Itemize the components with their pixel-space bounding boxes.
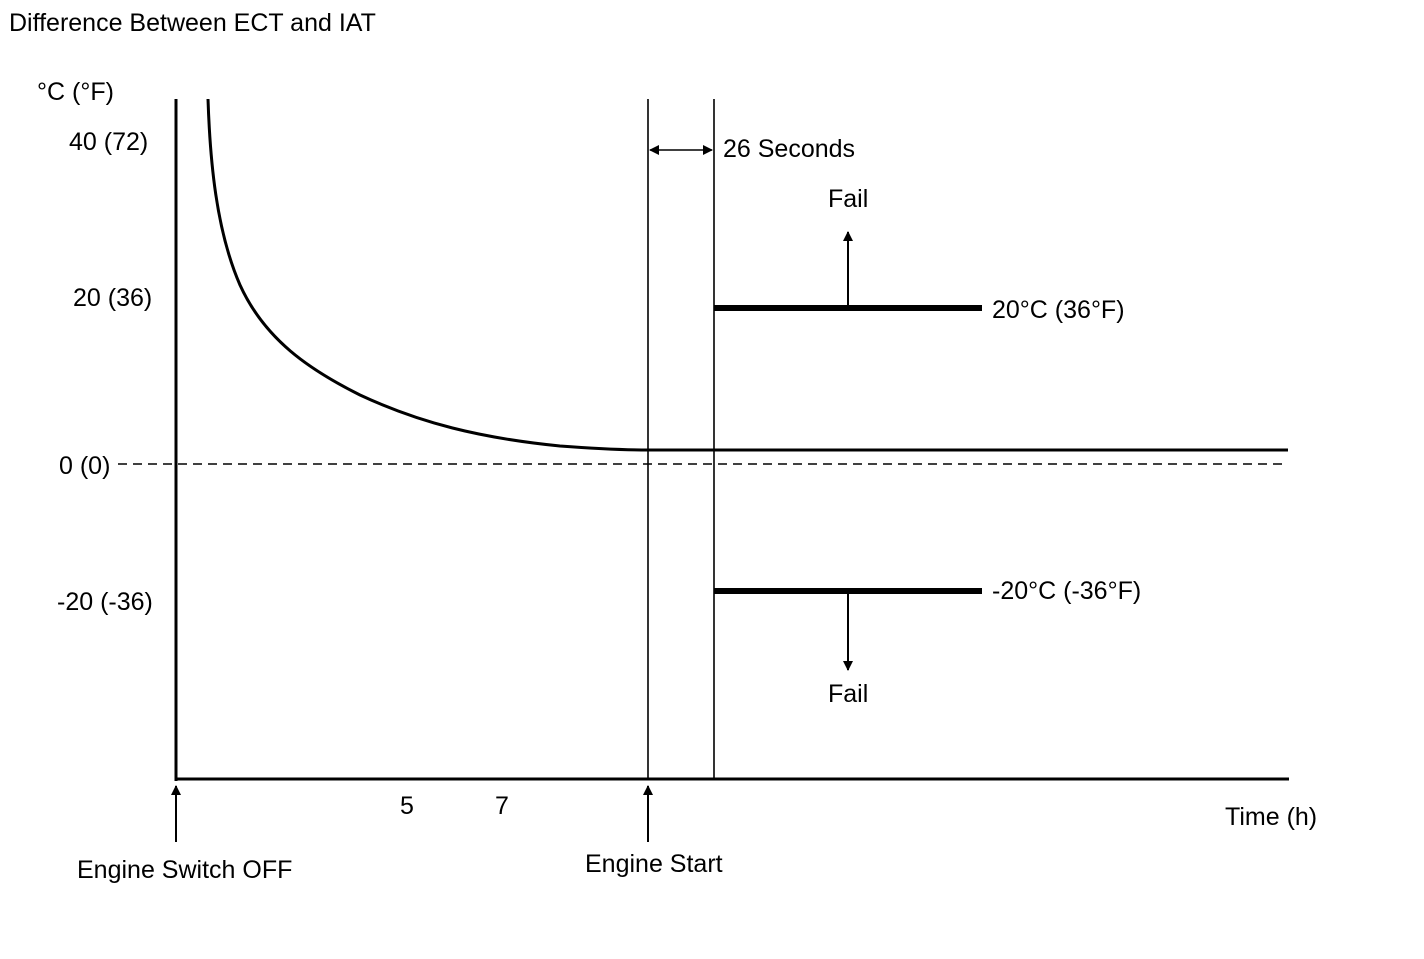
ect-iat-difference-curve bbox=[206, 98, 1288, 452]
diagram-title: Difference Between ECT and IAT bbox=[9, 9, 376, 37]
y-axis-unit-label: °C (°F) bbox=[37, 78, 114, 106]
y-tick-label-minus-20: -20 (-36) bbox=[57, 588, 153, 616]
upper-threshold-label: 20°C (36°F) bbox=[992, 296, 1125, 324]
y-tick-label-20: 20 (36) bbox=[73, 284, 152, 312]
upper-fail-label: Fail bbox=[828, 185, 868, 213]
x-axis-label: Time (h) bbox=[1225, 803, 1317, 831]
y-tick-label-0: 0 (0) bbox=[59, 452, 110, 480]
x-tick-label-7: 7 bbox=[495, 792, 509, 820]
engine-start-label: Engine Start bbox=[585, 850, 723, 878]
delay-label: 26 Seconds bbox=[723, 135, 855, 163]
engine-switch-off-label: Engine Switch OFF bbox=[77, 856, 292, 884]
lower-fail-label: Fail bbox=[828, 680, 868, 708]
x-tick-label-5: 5 bbox=[400, 792, 414, 820]
lower-threshold-label: -20°C (-36°F) bbox=[992, 577, 1141, 605]
y-tick-label-40: 40 (72) bbox=[69, 128, 148, 156]
